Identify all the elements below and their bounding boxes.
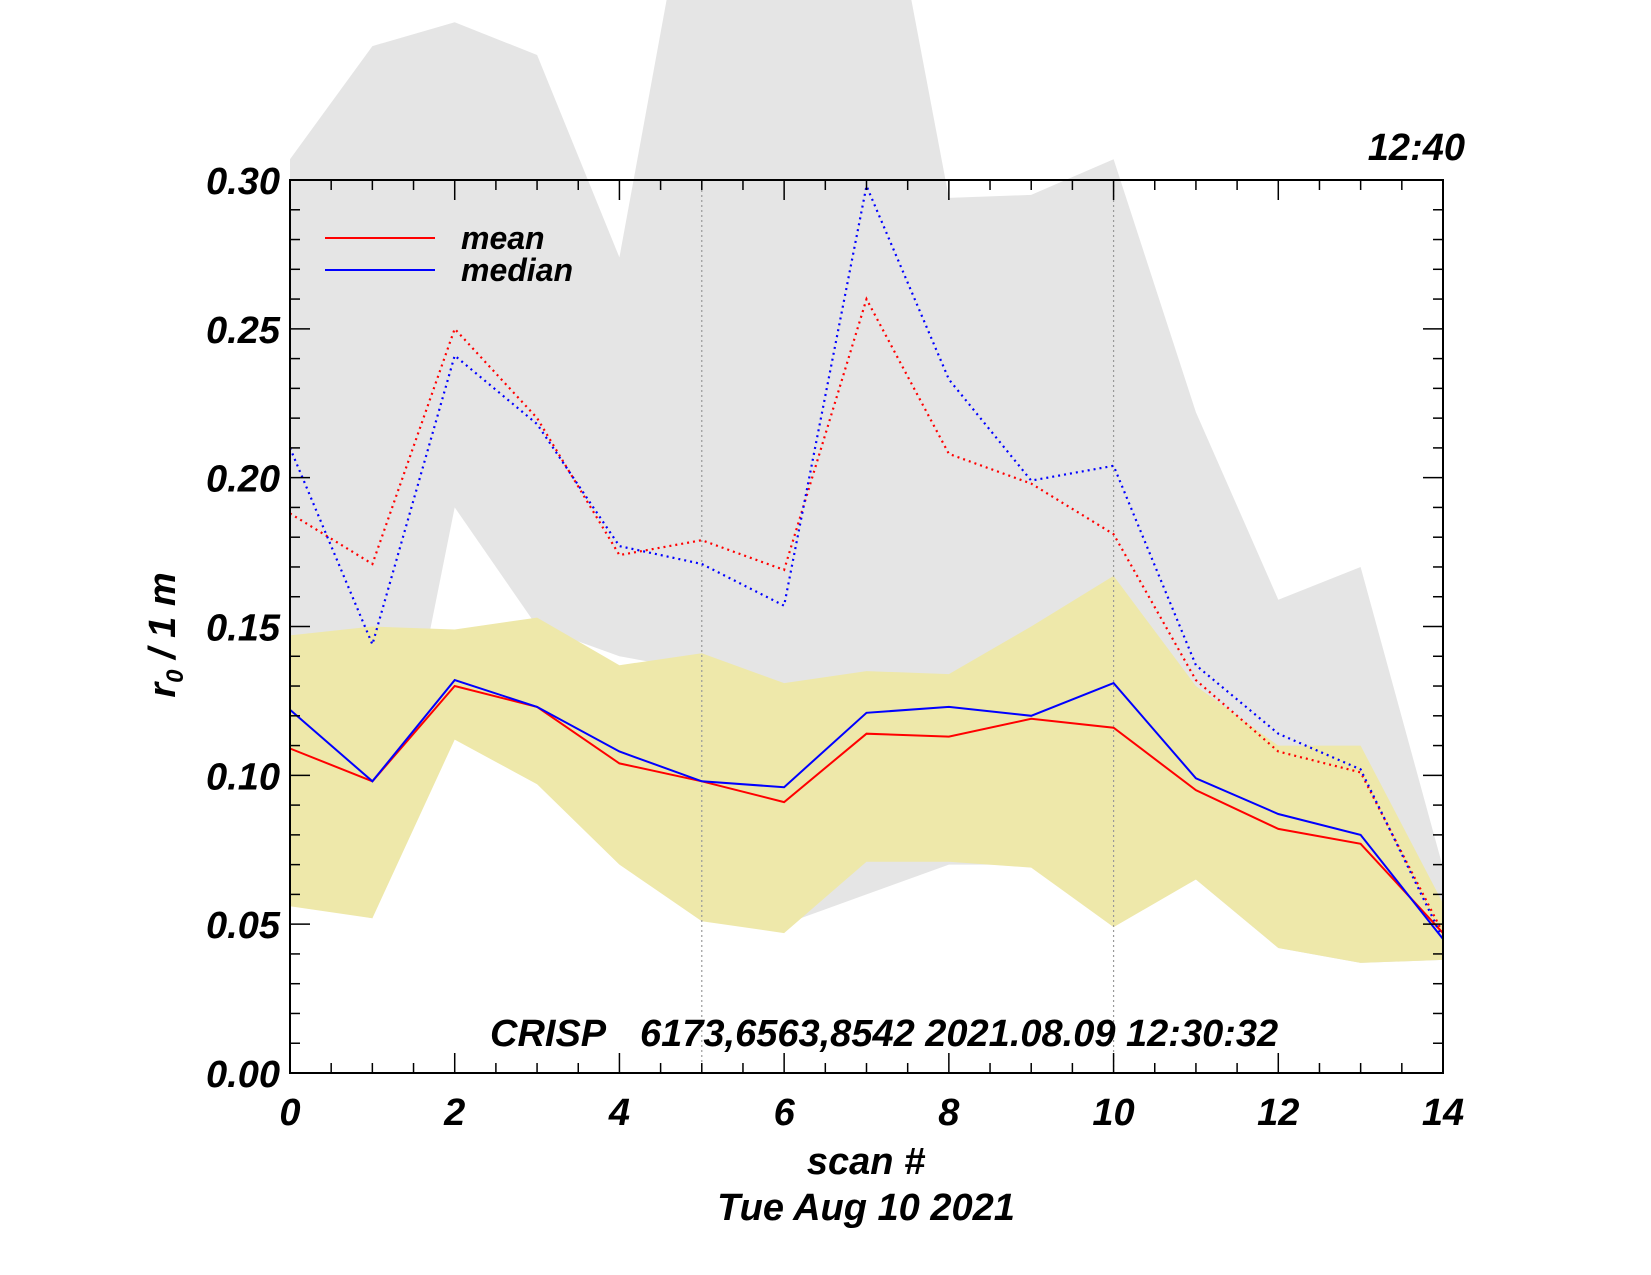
x-tick-label: 0: [279, 1092, 300, 1134]
y-tick-label: 0.25: [206, 310, 281, 352]
date-label: Tue Aug 10 2021: [717, 1187, 1015, 1229]
y-axis-title-rest: / 1 m: [142, 572, 184, 669]
legend-label-mean: mean: [461, 220, 545, 256]
x-tick-label: 10: [1092, 1092, 1134, 1134]
legend-label-median: median: [461, 252, 573, 288]
x-tick-label: 12: [1257, 1092, 1299, 1134]
x-tick-labels: 0 2 4 6 8 10 12 14: [279, 1092, 1464, 1134]
y-tick-labels: 0.00 0.05 0.10 0.15 0.20 0.25 0.30: [206, 161, 281, 1096]
series-median: [289, 678, 1444, 940]
x-tick-label: 6: [774, 1092, 796, 1134]
y-tick-label: 0.15: [206, 608, 281, 650]
series-lines: [288, 182, 1444, 940]
y-tick-label: 0.20: [206, 459, 280, 501]
time-label: 12:40: [1368, 127, 1465, 169]
series-mean-dotted: [289, 296, 1444, 934]
y-axis-title-r: r: [142, 681, 184, 698]
axis-ticks: [289, 179, 1444, 1074]
y-axis-title: r0 / 1 m: [142, 572, 189, 697]
x-tick-label: 2: [443, 1092, 465, 1134]
x-tick-label: 4: [608, 1092, 630, 1134]
footer-instrument: CRISP: [490, 1013, 607, 1055]
series-median-dotted: [288, 182, 1444, 940]
x-axis-title: scan #: [807, 1141, 926, 1183]
bands: [290, 0, 1443, 963]
x-tick-label: 14: [1422, 1092, 1464, 1134]
footer-info: 6173,6563,8542 2021.08.09 12:30:32: [640, 1013, 1278, 1055]
y-tick-label: 0.10: [206, 756, 280, 798]
y-tick-label: 0.00: [206, 1054, 280, 1096]
y-tick-label: 0.05: [206, 905, 281, 947]
band-spread: [290, 575, 1443, 963]
series-mean: [289, 684, 1444, 934]
y-tick-label: 0.30: [206, 161, 280, 203]
y-axis-title-subscript: 0: [162, 669, 189, 683]
x-tick-label: 8: [938, 1092, 960, 1134]
vertical-reference-lines: [701, 180, 1115, 1073]
